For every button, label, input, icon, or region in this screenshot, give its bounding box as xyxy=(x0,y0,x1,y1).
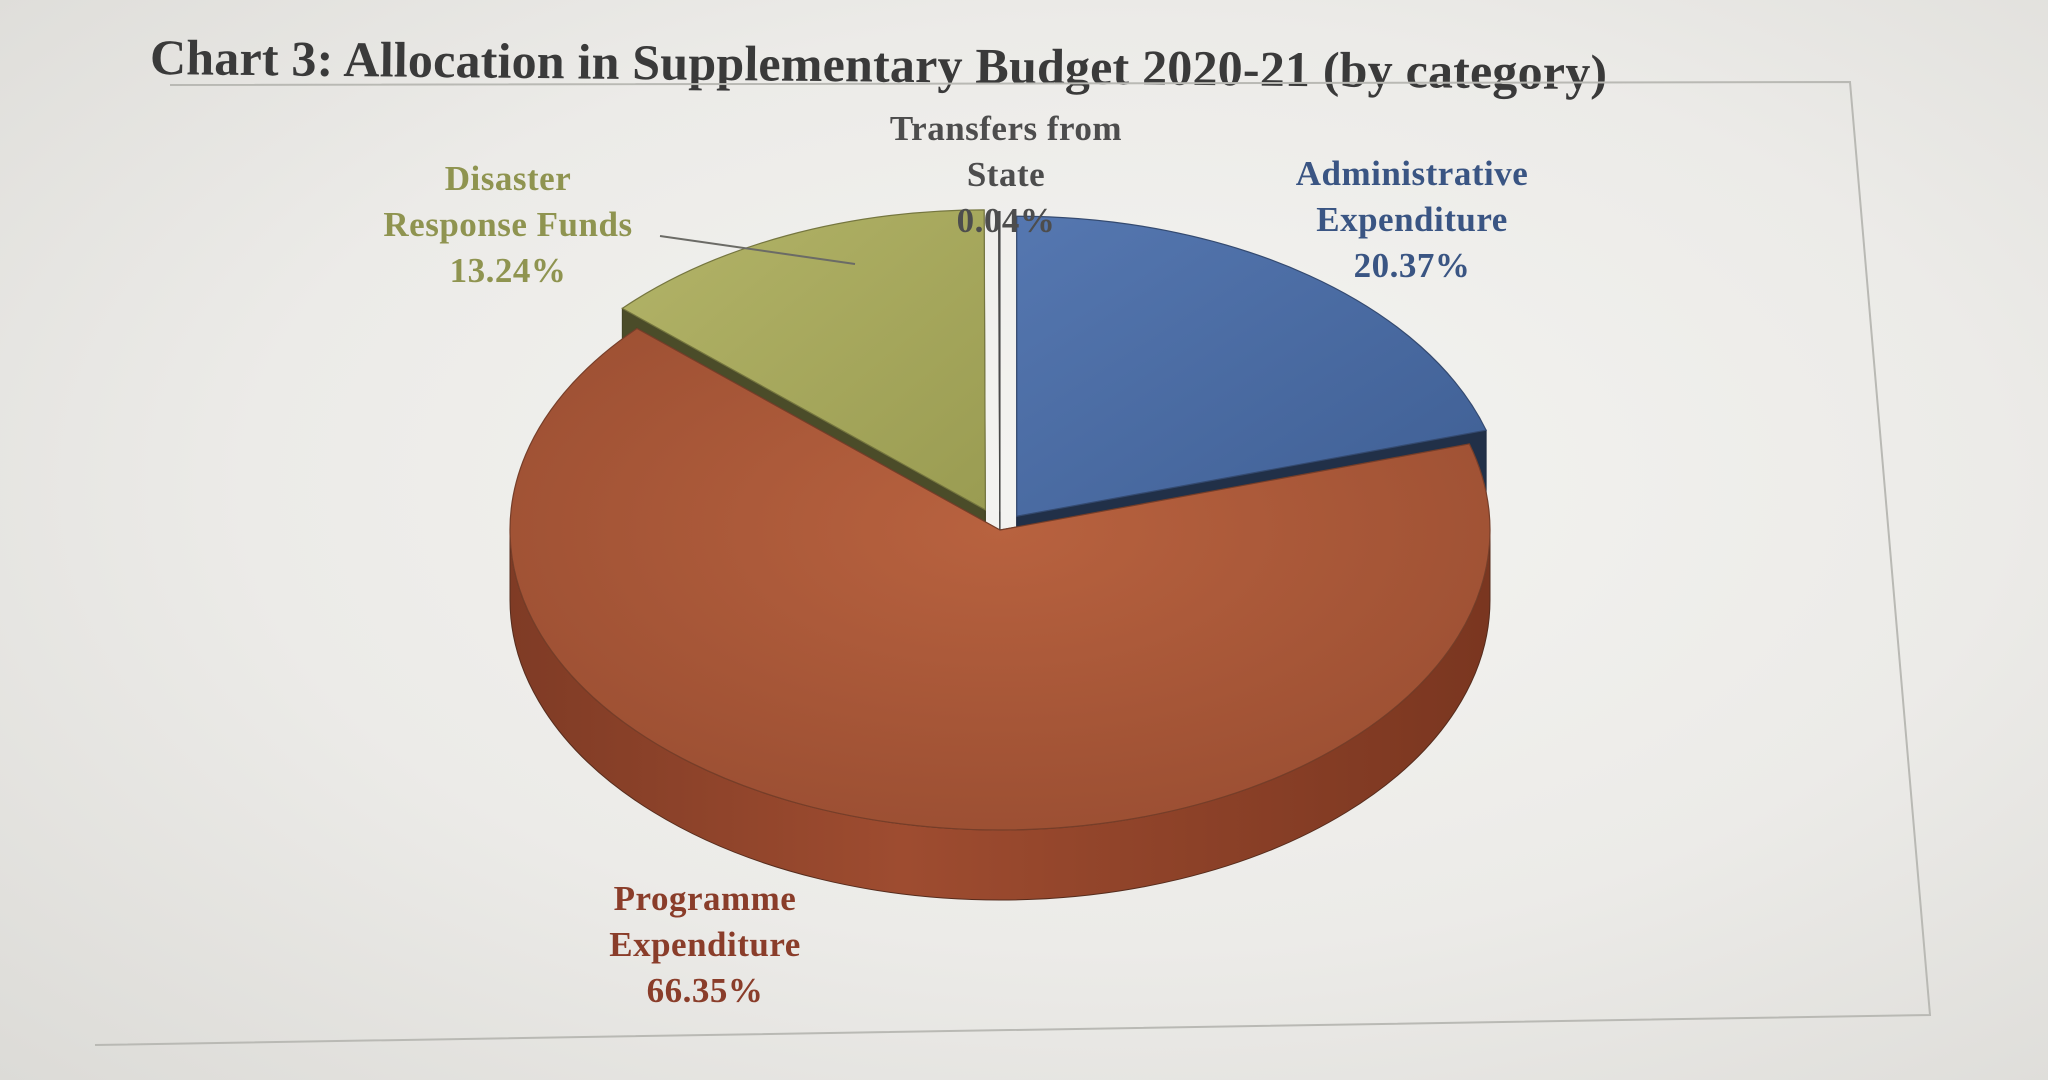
slice-label-administrative-expenditure-line-2: Expenditure xyxy=(1316,200,1508,239)
leader-lines xyxy=(659,235,856,265)
pie-slice-programme-expenditure xyxy=(509,327,1491,901)
chart-area-border xyxy=(94,80,1932,1046)
slice-labels: Administrative Expenditure 20.37% Programme… xyxy=(383,109,1529,1010)
leader-line-disaster-response-funds xyxy=(659,235,856,265)
pie-slices xyxy=(509,209,1491,901)
slice-label-disaster-response-funds-value: 13.24% xyxy=(450,251,567,290)
slice-label-transfers-from-state-value: 0.04% xyxy=(957,201,1056,240)
slice-label-disaster-response-funds-line-1: Disaster xyxy=(445,159,571,198)
slice-label-disaster-response-funds-line-2: Response Funds xyxy=(383,205,632,244)
pie-slice-transfers-from-state xyxy=(998,211,1001,582)
slice-label-programme-expenditure-value: 66.35% xyxy=(647,971,764,1010)
slice-label-transfers-from-state-line-2: State xyxy=(967,155,1045,194)
slice-label-programme-expenditure-line-1: Programme xyxy=(614,879,797,918)
slice-label-administrative-expenditure-line-1: Administrative xyxy=(1296,154,1529,193)
slice-label-transfers-from-state-line-1: Transfers from xyxy=(890,109,1122,148)
slice-label-programme-expenditure-line-2: Expenditure xyxy=(609,925,801,964)
slice-label-administrative-expenditure-value: 20.37% xyxy=(1354,246,1471,285)
